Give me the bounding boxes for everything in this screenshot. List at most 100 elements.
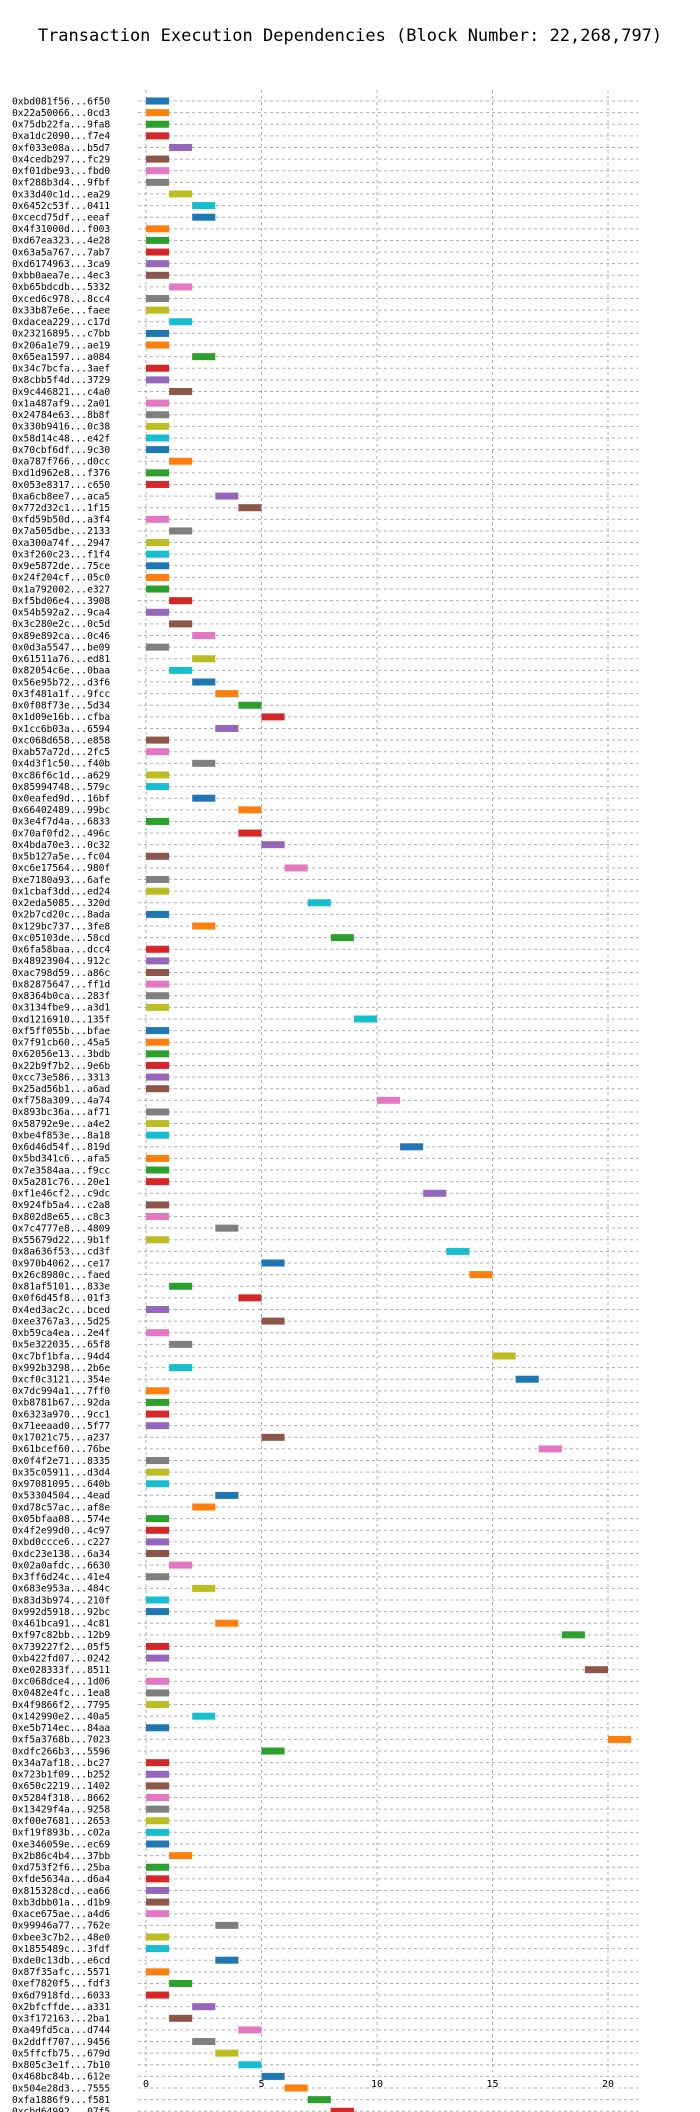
transaction-label: 0x3f172163...2ba1 bbox=[12, 2014, 110, 2025]
transaction-bar bbox=[146, 1817, 170, 1825]
x-tick-label: 5 bbox=[258, 2079, 264, 2090]
transaction-bar bbox=[146, 1120, 170, 1128]
transaction-label: 0xf5ff055b...bfae bbox=[12, 1026, 110, 1037]
transaction-bar bbox=[515, 1375, 539, 1383]
transaction-label: 0x893bc36a...af71 bbox=[12, 1107, 110, 1118]
transaction-label: 0x0f08f73e...5d34 bbox=[12, 701, 110, 712]
transaction-bar bbox=[146, 1945, 170, 1953]
transaction-label: 0x61511a76...ed81 bbox=[12, 654, 110, 665]
transaction-bar bbox=[146, 329, 170, 337]
transaction-label: 0xb65bdcdb...5332 bbox=[12, 282, 110, 293]
transaction-label: 0xf758a309...4a74 bbox=[12, 1096, 110, 1107]
transaction-bar bbox=[377, 1096, 401, 1104]
transaction-label: 0x1855489c...3fdf bbox=[12, 1944, 110, 1955]
transaction-label: 0x3134fbe9...a3d1 bbox=[12, 1003, 110, 1014]
transaction-bar bbox=[192, 202, 216, 210]
transaction-label: 0xe028333f...8511 bbox=[12, 1665, 110, 1676]
transaction-label: 0x24f204cf...05c0 bbox=[12, 573, 110, 584]
transaction-label: 0x83d3b974...210f bbox=[12, 1595, 110, 1606]
transaction-label: 0x35c05911...d3d4 bbox=[12, 1467, 110, 1478]
transaction-label: 0x1a792002...e327 bbox=[12, 584, 110, 595]
transaction-bar bbox=[146, 1468, 170, 1476]
transaction-bar bbox=[146, 1410, 170, 1418]
transaction-label: 0xd753f2f6...25ba bbox=[12, 1863, 110, 1874]
transaction-bar bbox=[146, 1061, 170, 1069]
transaction-label: 0x468bc84b...612e bbox=[12, 2072, 110, 2083]
transaction-label: 0x4f31000d...f003 bbox=[12, 224, 110, 235]
transaction-label: 0x6323a970...9cc1 bbox=[12, 1409, 110, 1420]
transaction-label: 0xd6174963...3ca9 bbox=[12, 259, 110, 270]
transaction-label: 0xbd081f56...6f50 bbox=[12, 96, 110, 107]
transaction-bar bbox=[215, 1224, 239, 1232]
transaction-bar bbox=[261, 841, 285, 849]
transaction-label: 0x1cc6b03a...6594 bbox=[12, 724, 110, 735]
transaction-label: 0x683e953a...484c bbox=[12, 1584, 110, 1595]
transaction-bar bbox=[146, 910, 170, 918]
transaction-bar bbox=[146, 748, 170, 756]
transaction-label: 0x650c2219...1402 bbox=[12, 1781, 110, 1792]
transaction-label: 0x2ddff707...9456 bbox=[12, 2037, 110, 2048]
transaction-bar bbox=[146, 1131, 170, 1139]
transaction-label: 0xc05103de...58cd bbox=[12, 933, 110, 944]
transaction-bar bbox=[169, 283, 193, 291]
transaction-label: 0xa300a74f...2947 bbox=[12, 538, 110, 549]
transaction-label: 0x4bda70e3...0c32 bbox=[12, 840, 110, 851]
transaction-bar bbox=[261, 1317, 285, 1325]
transaction-label: 0x13429f4a...9258 bbox=[12, 1804, 110, 1815]
transaction-label: 0xc6e17564...980f bbox=[12, 863, 110, 874]
transaction-bar bbox=[492, 1352, 516, 1360]
transaction-bar bbox=[146, 1457, 170, 1465]
transaction-label: 0x805c3e1f...7b10 bbox=[12, 2060, 110, 2071]
x-tick-label: 10 bbox=[371, 2079, 383, 2090]
transaction-label: 0x63a5a767...7ab7 bbox=[12, 247, 110, 258]
transaction-label: 0x5b127a5e...fc04 bbox=[12, 852, 110, 863]
transaction-label: 0x3c280e2c...0c5d bbox=[12, 619, 110, 630]
transaction-label: 0x7e3584aa...f9cc bbox=[12, 1165, 110, 1176]
transaction-bar bbox=[215, 1619, 239, 1627]
transaction-bar bbox=[146, 1805, 170, 1813]
transaction-bar bbox=[192, 1712, 216, 1720]
transaction-bar bbox=[146, 178, 170, 186]
transaction-label: 0x461bca91...4c81 bbox=[12, 1619, 110, 1630]
transaction-label: 0x772d32c1...1f15 bbox=[12, 503, 110, 514]
transaction-bar bbox=[146, 573, 170, 581]
transaction-bar bbox=[169, 388, 193, 395]
transaction-label: 0xf19f893b...c02a bbox=[12, 1828, 110, 1839]
transaction-label: 0x89e892ca...0c46 bbox=[12, 631, 110, 642]
transaction-label: 0x24784e63...8b8f bbox=[12, 410, 110, 421]
transaction-bar bbox=[238, 1294, 262, 1302]
transaction-bar bbox=[146, 585, 170, 593]
transaction-bar bbox=[169, 1364, 193, 1372]
transaction-bar bbox=[146, 295, 170, 303]
transaction-bar bbox=[146, 783, 170, 791]
transaction-bar bbox=[169, 318, 193, 326]
transaction-label: 0x8a636f53...cd3f bbox=[12, 1247, 110, 1258]
transaction-bar bbox=[146, 1398, 170, 1406]
transaction-label: 0x75db22fa...9fa8 bbox=[12, 120, 110, 131]
transaction-bar bbox=[146, 1689, 170, 1697]
transaction-label: 0xbb0aea7e...4ec3 bbox=[12, 271, 110, 282]
x-tick-label: 15 bbox=[486, 2079, 498, 2090]
transaction-bar bbox=[146, 1387, 170, 1395]
transaction-bar bbox=[146, 260, 170, 268]
transaction-bar bbox=[146, 120, 170, 128]
transaction-bar bbox=[146, 1898, 170, 1906]
transaction-label: 0xac798d59...a86c bbox=[12, 968, 110, 979]
transaction-label: 0x71eeaad0...5f77 bbox=[12, 1421, 110, 1432]
transaction-bar bbox=[192, 655, 216, 663]
transaction-bar bbox=[146, 1480, 170, 1488]
transaction-bar bbox=[146, 1770, 170, 1778]
transaction-label: 0x26c8980c...faed bbox=[12, 1270, 110, 1281]
transaction-label: 0x82054c6e...0baa bbox=[12, 666, 110, 677]
transaction-bar bbox=[423, 1189, 447, 1197]
transaction-label: 0x5ffcfb75...679d bbox=[12, 2048, 110, 2059]
transaction-bar bbox=[146, 643, 170, 651]
transaction-bar bbox=[146, 1305, 170, 1313]
transaction-label: 0x6d46d54f...819d bbox=[12, 1142, 110, 1153]
transaction-bar bbox=[146, 1863, 170, 1871]
transaction-bar bbox=[169, 1561, 193, 1569]
transaction-label: 0x65ea1597...a084 bbox=[12, 352, 110, 363]
transaction-bar bbox=[146, 399, 170, 407]
transaction-bar bbox=[146, 969, 170, 976]
